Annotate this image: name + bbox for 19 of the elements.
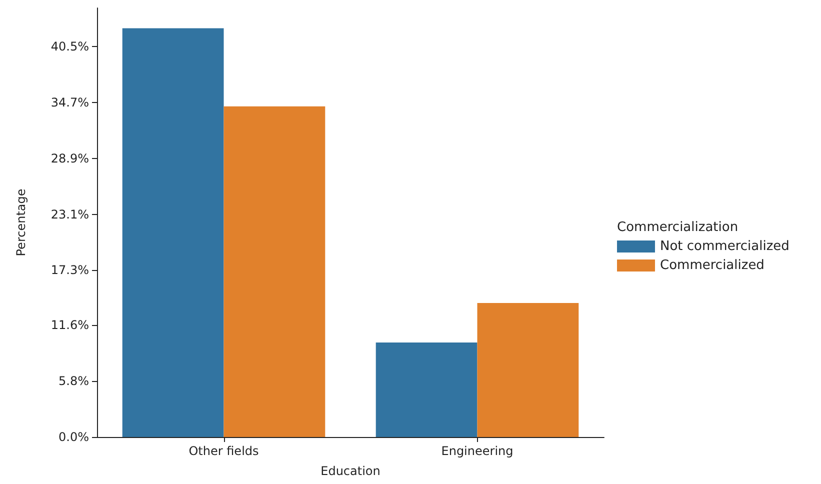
bar: [122, 28, 224, 437]
y-tick-label: 11.6%: [50, 318, 89, 332]
y-tick-label: 5.8%: [58, 374, 89, 388]
y-tick-label: 40.5%: [50, 40, 89, 54]
legend-label: Not commercialized: [660, 239, 790, 254]
x-axis-title: Education: [320, 464, 380, 478]
y-tick-label: 0.0%: [58, 430, 89, 444]
legend-label: Commercialized: [660, 258, 764, 273]
y-axis-title: Percentage: [14, 188, 28, 256]
legend-title: Commercialization: [617, 220, 738, 235]
bar: [477, 303, 579, 437]
x-tick-label: Other fields: [188, 444, 259, 458]
y-tick-label: 34.7%: [50, 95, 89, 110]
bar: [376, 342, 478, 437]
bar: [224, 106, 326, 437]
x-tick-label: Engineering: [441, 444, 514, 458]
y-tick-label: 23.1%: [50, 207, 89, 222]
y-tick-label: 28.9%: [50, 151, 89, 166]
y-tick-label: 17.3%: [50, 263, 89, 278]
